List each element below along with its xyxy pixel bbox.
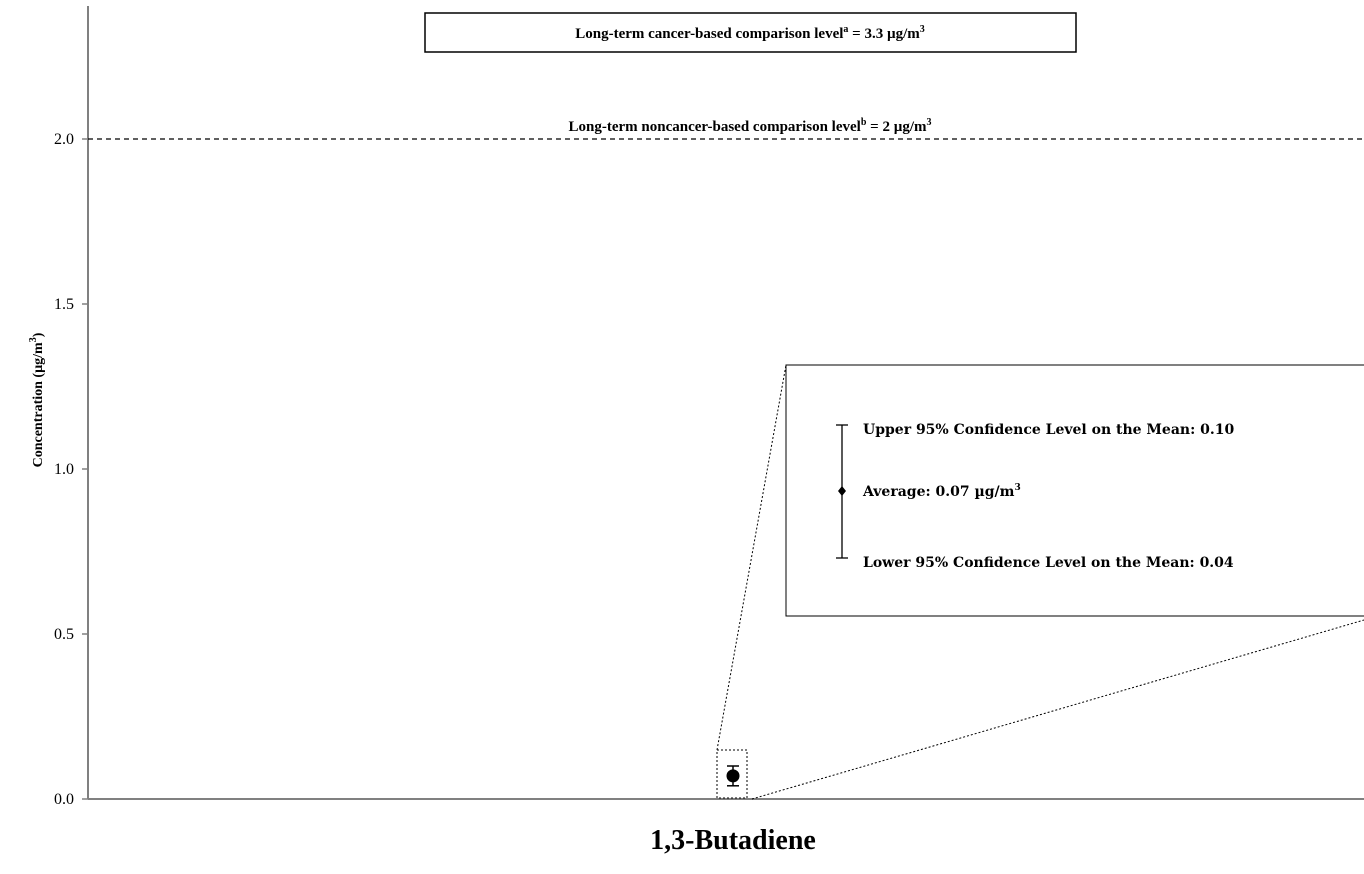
zoom-highlight-box: [716, 749, 748, 799]
legend-upper-label: Upper 95% Confidence Level on the Mean: …: [863, 422, 1234, 438]
y-tick-label: 1.5: [54, 296, 74, 313]
y-tick-label: 0.5: [54, 626, 74, 643]
y-axis-label: Concentration (µg/m3): [28, 332, 46, 467]
y-axis-label-sup: 3: [28, 337, 39, 342]
noncancer-level-label: Long-term noncancer-based comparison lev…: [569, 117, 932, 135]
zoom-connector-bottom: [751, 619, 1364, 800]
zoom-connector-top: [716, 364, 787, 751]
legend-average-label: Average: 0.07 µg/m3: [862, 483, 1021, 500]
cancer-label-unit-sup: 3: [920, 24, 925, 35]
y-axis-ticks: 0.0 0.5 1.0 1.5 2.0: [54, 131, 88, 808]
legend-average-sup: 3: [1014, 483, 1020, 493]
noncancer-label-main: Long-term noncancer-based comparison lev…: [569, 119, 861, 135]
cancer-label-sup: a: [843, 24, 848, 35]
y-tick-label: 1.0: [54, 461, 74, 478]
legend-average-main: Average: 0.07 µg/m: [862, 484, 1015, 500]
legend-lower-label: Lower 95% Confidence Level on the Mean: …: [863, 555, 1234, 571]
legend-box: [785, 364, 1364, 617]
y-axis-label-close: ): [31, 332, 46, 337]
cancer-label-main: Long-term cancer-based comparison level: [575, 26, 843, 42]
cancer-label-rest: = 3.3 µg/m: [848, 26, 920, 42]
cancer-level-label: Long-term cancer-based comparison levela…: [575, 24, 925, 42]
y-tick-label: 2.0: [54, 131, 74, 148]
y-axis-label-main: Concentration (µg/m: [31, 342, 46, 467]
noncancer-label-unit-sup: 3: [927, 117, 932, 128]
legend-average-marker: [838, 486, 846, 496]
average-point: [726, 769, 740, 783]
noncancer-label-rest: = 2 µg/m: [866, 119, 927, 135]
noncancer-label-sup: b: [861, 117, 867, 128]
cancer-level-box: [424, 12, 1077, 53]
y-tick-label: 0.0: [54, 791, 74, 808]
data-points: [726, 765, 740, 787]
x-axis-category-label: 1,3-Butadiene: [650, 825, 816, 856]
